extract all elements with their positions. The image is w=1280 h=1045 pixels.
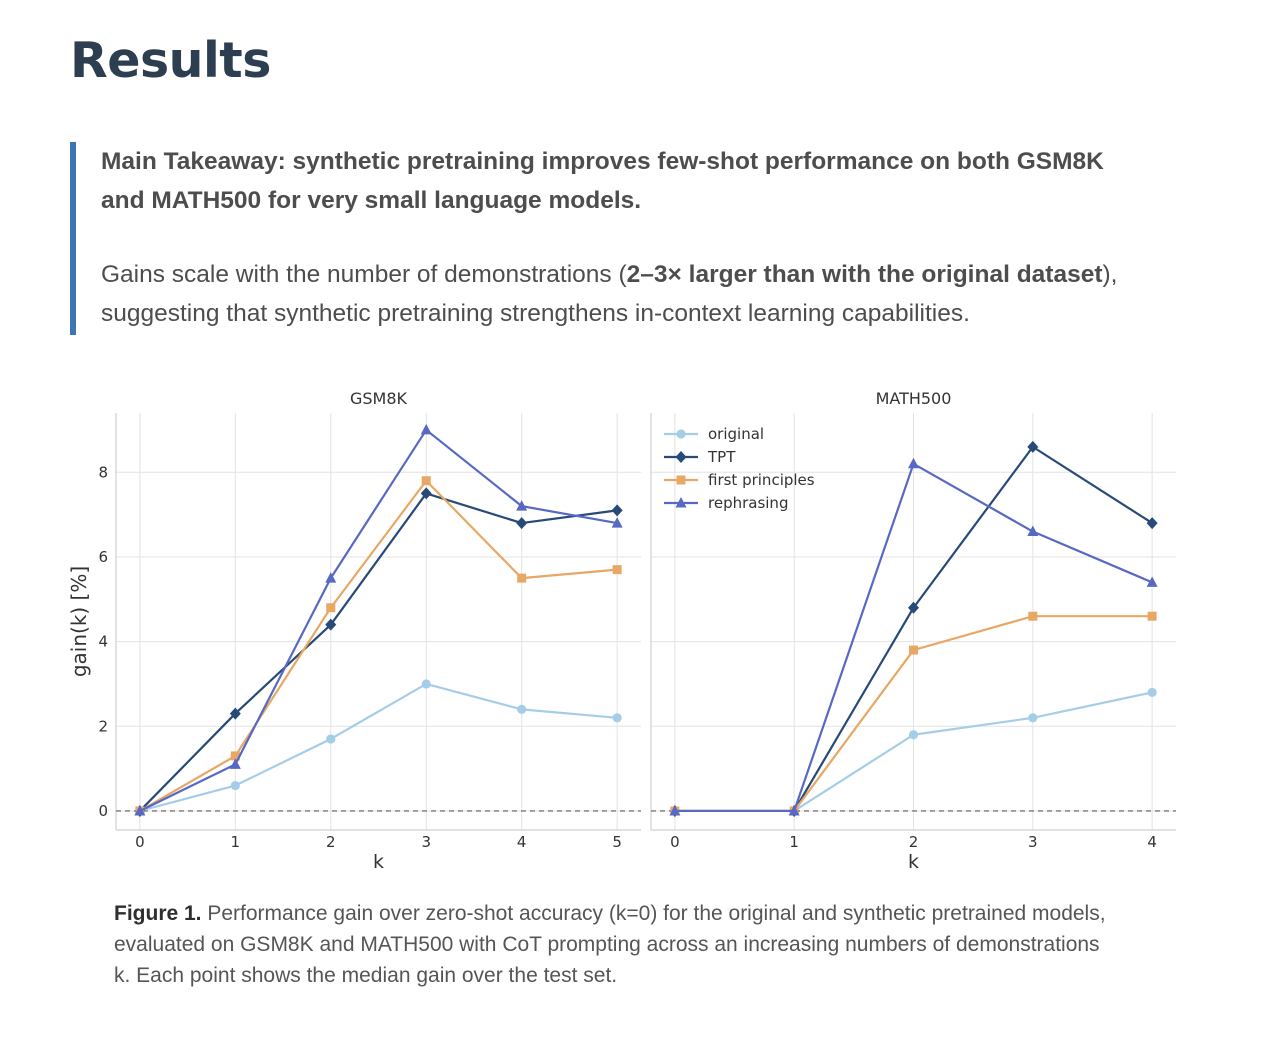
legend-marker [676,475,686,485]
data-point-first-principles [517,573,527,583]
data-point-original [230,780,240,791]
data-point-tpt [325,618,337,631]
data-point-first-principles [909,645,918,655]
y-tick-label: 6 [98,548,108,566]
x-tick-label: 4 [1147,833,1157,851]
data-point-rephrasing [516,500,528,511]
legend-item-tpt: TPT [664,448,736,466]
figure-caption-text: Performance gain over zero-shot accuracy… [114,902,1106,987]
math500-panel: 0 1 2 3 4 MATH500 k original TPT first principles… [650,389,1176,873]
data-point-tpt [611,504,623,517]
x-tick-label: 1 [231,833,241,851]
data-point-tpt [1146,517,1158,530]
series-line-original [139,682,618,813]
y-tick-label: 2 [98,717,108,735]
data-point-rephrasing [134,804,146,816]
data-point-original [421,679,431,689]
legend-label: original [708,425,764,443]
legend-label: rephrasing [708,494,788,512]
series-line-first-principles [139,479,618,812]
data-point-tpt [229,707,241,720]
series-line-rephrasing [139,428,618,812]
detail-emphasis: 2–3× larger than with the original datas… [626,261,1103,288]
x-tick-label: 3 [1028,833,1038,851]
data-point-tpt [908,601,919,614]
data-point-original [326,734,336,744]
detail-text-start: Gains scale with the number of demonstra… [101,261,627,288]
x-tick-label: 2 [326,833,336,851]
data-point-rephrasing [420,423,432,435]
legend-label: first principles [708,471,815,489]
y-axis-label: gain(k) [%] [67,566,91,677]
legend-item-rephrasing: rephrasing [664,494,788,512]
data-point-rephrasing [669,804,681,816]
takeaway-detail: Gains scale with the number of demonstra… [101,255,1121,333]
data-point-rephrasing [1027,525,1039,537]
data-point-original [517,704,527,714]
data-point-first-principles [1147,611,1157,621]
legend-item-first-principles: first principles [664,471,815,489]
data-point-rephrasing [908,457,919,469]
x-tick-label: 4 [517,833,527,851]
data-point-first-principles [421,476,431,486]
data-point-first-principles [230,751,240,761]
x-tick-label: 3 [421,833,431,851]
data-point-rephrasing [325,572,337,583]
data-point-rephrasing [788,804,800,816]
data-point-original [1028,713,1038,723]
data-point-rephrasing [611,517,623,528]
data-point-rephrasing [229,758,241,769]
x-tick-label: 0 [670,833,680,851]
data-point-rephrasing [1146,576,1158,587]
legend-label: TPT [707,448,736,466]
data-point-first-principles [326,603,336,613]
x-tick-label: 2 [909,833,919,851]
legend-marker [676,429,686,439]
legend-marker [675,451,687,463]
figure-1-chart: 0 1 2 3 4 5 0 2 4 6 8 GSM8K k gain(k) [%] 0 1 2 3 4 MATH500… [67,389,1176,873]
y-tick-label: 0 [98,802,108,820]
data-point-original [1147,687,1157,698]
data-point-first-principles [1028,611,1038,621]
figure-caption: Figure 1. Performance gain over zero-sho… [114,898,1114,991]
panel-title: MATH500 [876,389,952,408]
data-point-tpt [1027,440,1039,453]
x-axis-label: k [373,851,384,873]
y-tick-label: 4 [98,633,108,651]
panel-title: GSM8K [350,389,408,408]
data-point-tpt [516,517,528,530]
detail-text-end: ), suggesting that synthetic pretraining… [101,261,1118,327]
x-tick-label: 0 [135,833,145,851]
takeaway-callout: Main Takeaway: synthetic pretraining imp… [70,142,1126,335]
legend-marker [675,497,687,508]
data-point-first-principles [612,565,622,575]
x-tick-label: 1 [789,833,799,851]
data-point-original [612,713,622,723]
data-point-tpt [420,487,432,500]
legend-item-original: original [664,425,764,443]
series-line-tpt [139,492,618,812]
x-tick-label: 5 [612,833,622,851]
main-takeaway: Main Takeaway: synthetic pretraining imp… [101,148,1104,214]
gsm8k-panel: 0 1 2 3 4 5 0 2 4 6 8 GSM8K k gain(k) [%] [67,389,641,873]
figure-caption-label: Figure 1. [114,902,202,925]
data-point-original [908,730,919,740]
x-axis-label: k [908,851,919,873]
page-title: Results [70,32,271,89]
y-tick-label: 8 [98,463,108,481]
